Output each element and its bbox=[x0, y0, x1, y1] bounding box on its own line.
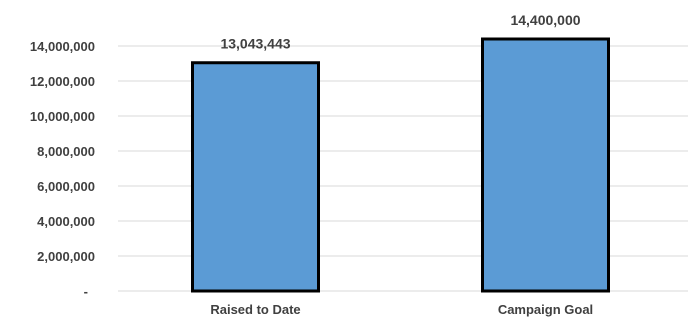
bars bbox=[191, 37, 610, 293]
y-tick-label: 4,000,000 bbox=[37, 214, 95, 229]
bar-value-label: 14,400,000 bbox=[510, 12, 580, 28]
y-tick-label: 6,000,000 bbox=[37, 179, 95, 194]
y-axis-tick-labels: - 2,000,000 4,000,000 6,000,000 8,000,000 10,… bbox=[30, 39, 95, 299]
y-tick-label: 12,000,000 bbox=[30, 74, 95, 89]
y-tick-label: - bbox=[84, 284, 88, 299]
category-labels: Raised to Date Campaign Goal bbox=[210, 302, 593, 317]
y-tick-label: 2,000,000 bbox=[37, 249, 95, 264]
bar bbox=[191, 61, 320, 293]
bar-value-label: 13,043,443 bbox=[220, 36, 290, 52]
x-category-label: Raised to Date bbox=[210, 302, 300, 317]
y-tick-label: 14,000,000 bbox=[30, 39, 95, 54]
data-labels: 13,043,443 14,400,000 bbox=[220, 12, 580, 52]
y-tick-label: 10,000,000 bbox=[30, 109, 95, 124]
y-tick-label: 8,000,000 bbox=[37, 144, 95, 159]
x-category-label: Campaign Goal bbox=[498, 302, 593, 317]
bar bbox=[481, 37, 610, 293]
